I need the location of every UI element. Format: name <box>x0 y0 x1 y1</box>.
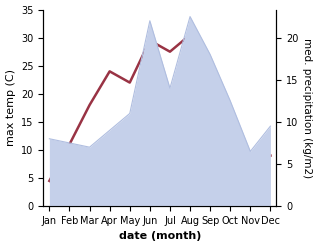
X-axis label: date (month): date (month) <box>119 231 201 242</box>
Y-axis label: max temp (C): max temp (C) <box>5 69 16 146</box>
Y-axis label: med. precipitation (kg/m2): med. precipitation (kg/m2) <box>302 38 313 178</box>
